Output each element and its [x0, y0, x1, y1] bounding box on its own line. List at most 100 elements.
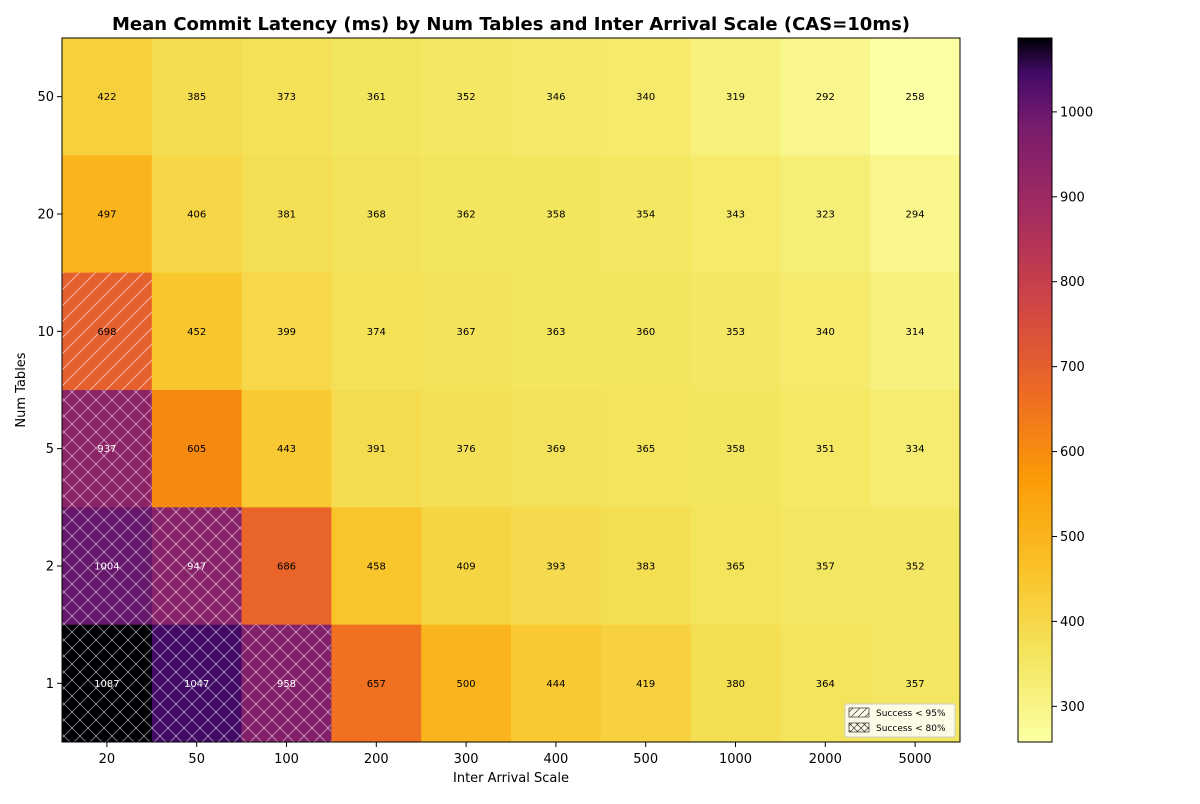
heatmap-cell — [421, 272, 512, 391]
heatmap-cell — [421, 155, 512, 274]
heatmap-cell — [511, 390, 602, 508]
y-tick-label: 10 — [37, 325, 54, 340]
heatmap-cell — [600, 38, 692, 156]
cell-value-label: 937 — [97, 444, 116, 455]
colorbar-ticks: 300 400 500 600 700 800 900 1000 — [1052, 105, 1093, 715]
cell-value-label: 334 — [906, 444, 925, 455]
heatmap-cell — [331, 272, 422, 391]
heatmap-cell — [690, 624, 781, 743]
cell-value-label: 258 — [906, 92, 925, 103]
heatmap-cell — [870, 155, 961, 274]
y-tick-label: 5 — [46, 442, 54, 457]
cell-value-label: 352 — [906, 562, 925, 573]
cell-value-label: 409 — [457, 562, 476, 573]
legend-swatch-double-hatch — [848, 722, 870, 733]
heatmap-cell — [780, 390, 871, 508]
colorbar-tick-label: 600 — [1060, 445, 1085, 460]
cell-value-label: 373 — [277, 92, 296, 103]
heatmap-cell — [690, 38, 781, 156]
cell-value-label: 958 — [277, 679, 296, 690]
colorbar-tick-label: 1000 — [1060, 105, 1093, 120]
heatmap-cell — [690, 155, 781, 274]
heatmap-cell — [780, 155, 871, 274]
cell-value-label: 698 — [97, 327, 116, 338]
cell-value-labels: 422 385 373 361 352 346 340 319 292 258 497 406 381 3… — [94, 92, 924, 690]
heatmap-cell — [600, 624, 692, 743]
x-tick-label: 50 — [188, 752, 205, 767]
cell-value-label: 362 — [457, 210, 476, 221]
heatmap-cell — [511, 272, 602, 391]
cell-value-label: 340 — [816, 327, 835, 338]
cell-value-label: 323 — [816, 210, 835, 221]
cell-value-label: 380 — [726, 679, 745, 690]
heatmap-cell — [511, 507, 602, 626]
cell-value-label: 361 — [367, 92, 386, 103]
cell-value-label: 374 — [367, 327, 386, 338]
heatmap-cell — [331, 507, 422, 626]
cell-value-label: 497 — [97, 210, 116, 221]
heatmap-cell — [421, 507, 512, 626]
cell-value-label: 419 — [636, 679, 655, 690]
heatmap-cell — [241, 38, 332, 156]
cell-value-label: 385 — [187, 92, 206, 103]
colorbar-tick-label: 900 — [1060, 190, 1085, 205]
cell-value-label: 314 — [906, 327, 925, 338]
heatmap-cell — [600, 272, 692, 391]
heatmap-cell — [151, 38, 243, 156]
plot-frame — [61, 37, 961, 743]
cell-value-label: 346 — [546, 92, 565, 103]
x-axis-ticks: 20 50 100 200 300 400 500 1000 2000 5000 — [99, 742, 932, 767]
heatmap-cell — [421, 38, 512, 156]
heatmap-cell — [511, 155, 602, 274]
legend-box — [844, 703, 956, 738]
heatmap-cell — [62, 155, 153, 274]
heatmap-cell — [151, 155, 243, 274]
cell-value-label: 358 — [726, 444, 745, 455]
cell-value-label: 352 — [457, 92, 476, 103]
cell-value-label: 383 — [636, 562, 655, 573]
cell-value-label: 365 — [726, 562, 745, 573]
cell-value-label: 369 — [546, 444, 565, 455]
heatmap-cell — [151, 272, 243, 391]
heatmap-cell — [511, 38, 602, 156]
cell-value-label: 605 — [187, 444, 206, 455]
cell-value-label: 367 — [457, 327, 476, 338]
cell-value-label: 353 — [726, 327, 745, 338]
legend-label-success-95: Success < 95% — [876, 709, 946, 719]
x-tick-label: 5000 — [899, 752, 932, 767]
heatmap-cell-hatch — [62, 390, 152, 508]
heatmap-cell — [780, 38, 871, 156]
x-tick-label: 400 — [543, 752, 568, 767]
x-tick-label: 300 — [454, 752, 479, 767]
colorbar-tick-label: 700 — [1060, 360, 1085, 375]
cell-value-label: 443 — [277, 444, 296, 455]
heatmap-cell — [690, 507, 781, 626]
cell-value-label: 376 — [457, 444, 476, 455]
cell-value-label: 363 — [546, 327, 565, 338]
cell-value-label: 365 — [636, 444, 655, 455]
cell-value-label: 686 — [277, 562, 296, 573]
heatmap-cell — [241, 390, 332, 508]
cell-value-label: 406 — [187, 210, 206, 221]
heatmap-cell — [241, 155, 332, 274]
cell-value-label: 360 — [636, 327, 655, 338]
heatmap-cell — [600, 155, 692, 274]
x-tick-label: 100 — [274, 752, 299, 767]
x-tick-label: 200 — [364, 752, 389, 767]
heatmap-cell — [151, 390, 243, 508]
heatmap-cell — [870, 272, 961, 391]
cell-value-label: 358 — [546, 210, 565, 221]
colorbar-tick-label: 300 — [1060, 700, 1085, 715]
colorbar-tick-label: 400 — [1060, 615, 1085, 630]
cell-value-label: 393 — [546, 562, 565, 573]
cell-value-label: 354 — [636, 210, 655, 221]
heatmap-cell-hatch — [151, 507, 242, 625]
cell-value-label: 422 — [97, 92, 116, 103]
heatmap-cell-hatch — [62, 624, 152, 742]
heatmap-cell — [62, 38, 153, 156]
chart-title: Mean Commit Latency (ms) by Num Tables a… — [112, 14, 910, 35]
cell-value-label: 364 — [816, 679, 835, 690]
heatmap-cell — [870, 390, 961, 508]
heatmap-cell — [331, 155, 422, 274]
